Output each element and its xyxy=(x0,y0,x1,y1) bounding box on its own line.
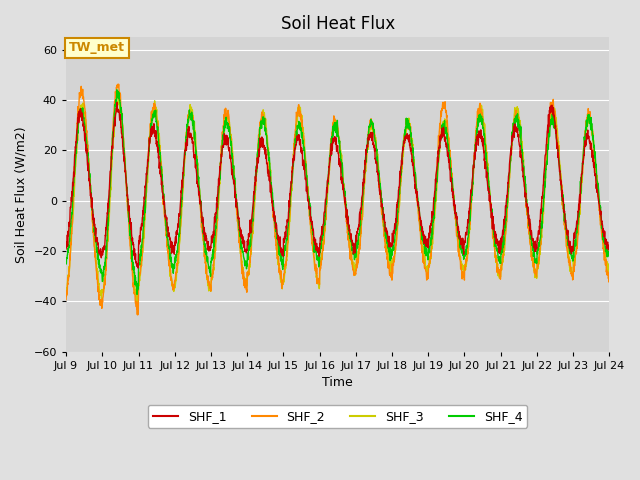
Y-axis label: Soil Heat Flux (W/m2): Soil Heat Flux (W/m2) xyxy=(15,126,28,263)
Text: TW_met: TW_met xyxy=(68,41,125,54)
Title: Soil Heat Flux: Soil Heat Flux xyxy=(280,15,395,33)
X-axis label: Time: Time xyxy=(323,376,353,389)
Legend: SHF_1, SHF_2, SHF_3, SHF_4: SHF_1, SHF_2, SHF_3, SHF_4 xyxy=(148,405,527,428)
